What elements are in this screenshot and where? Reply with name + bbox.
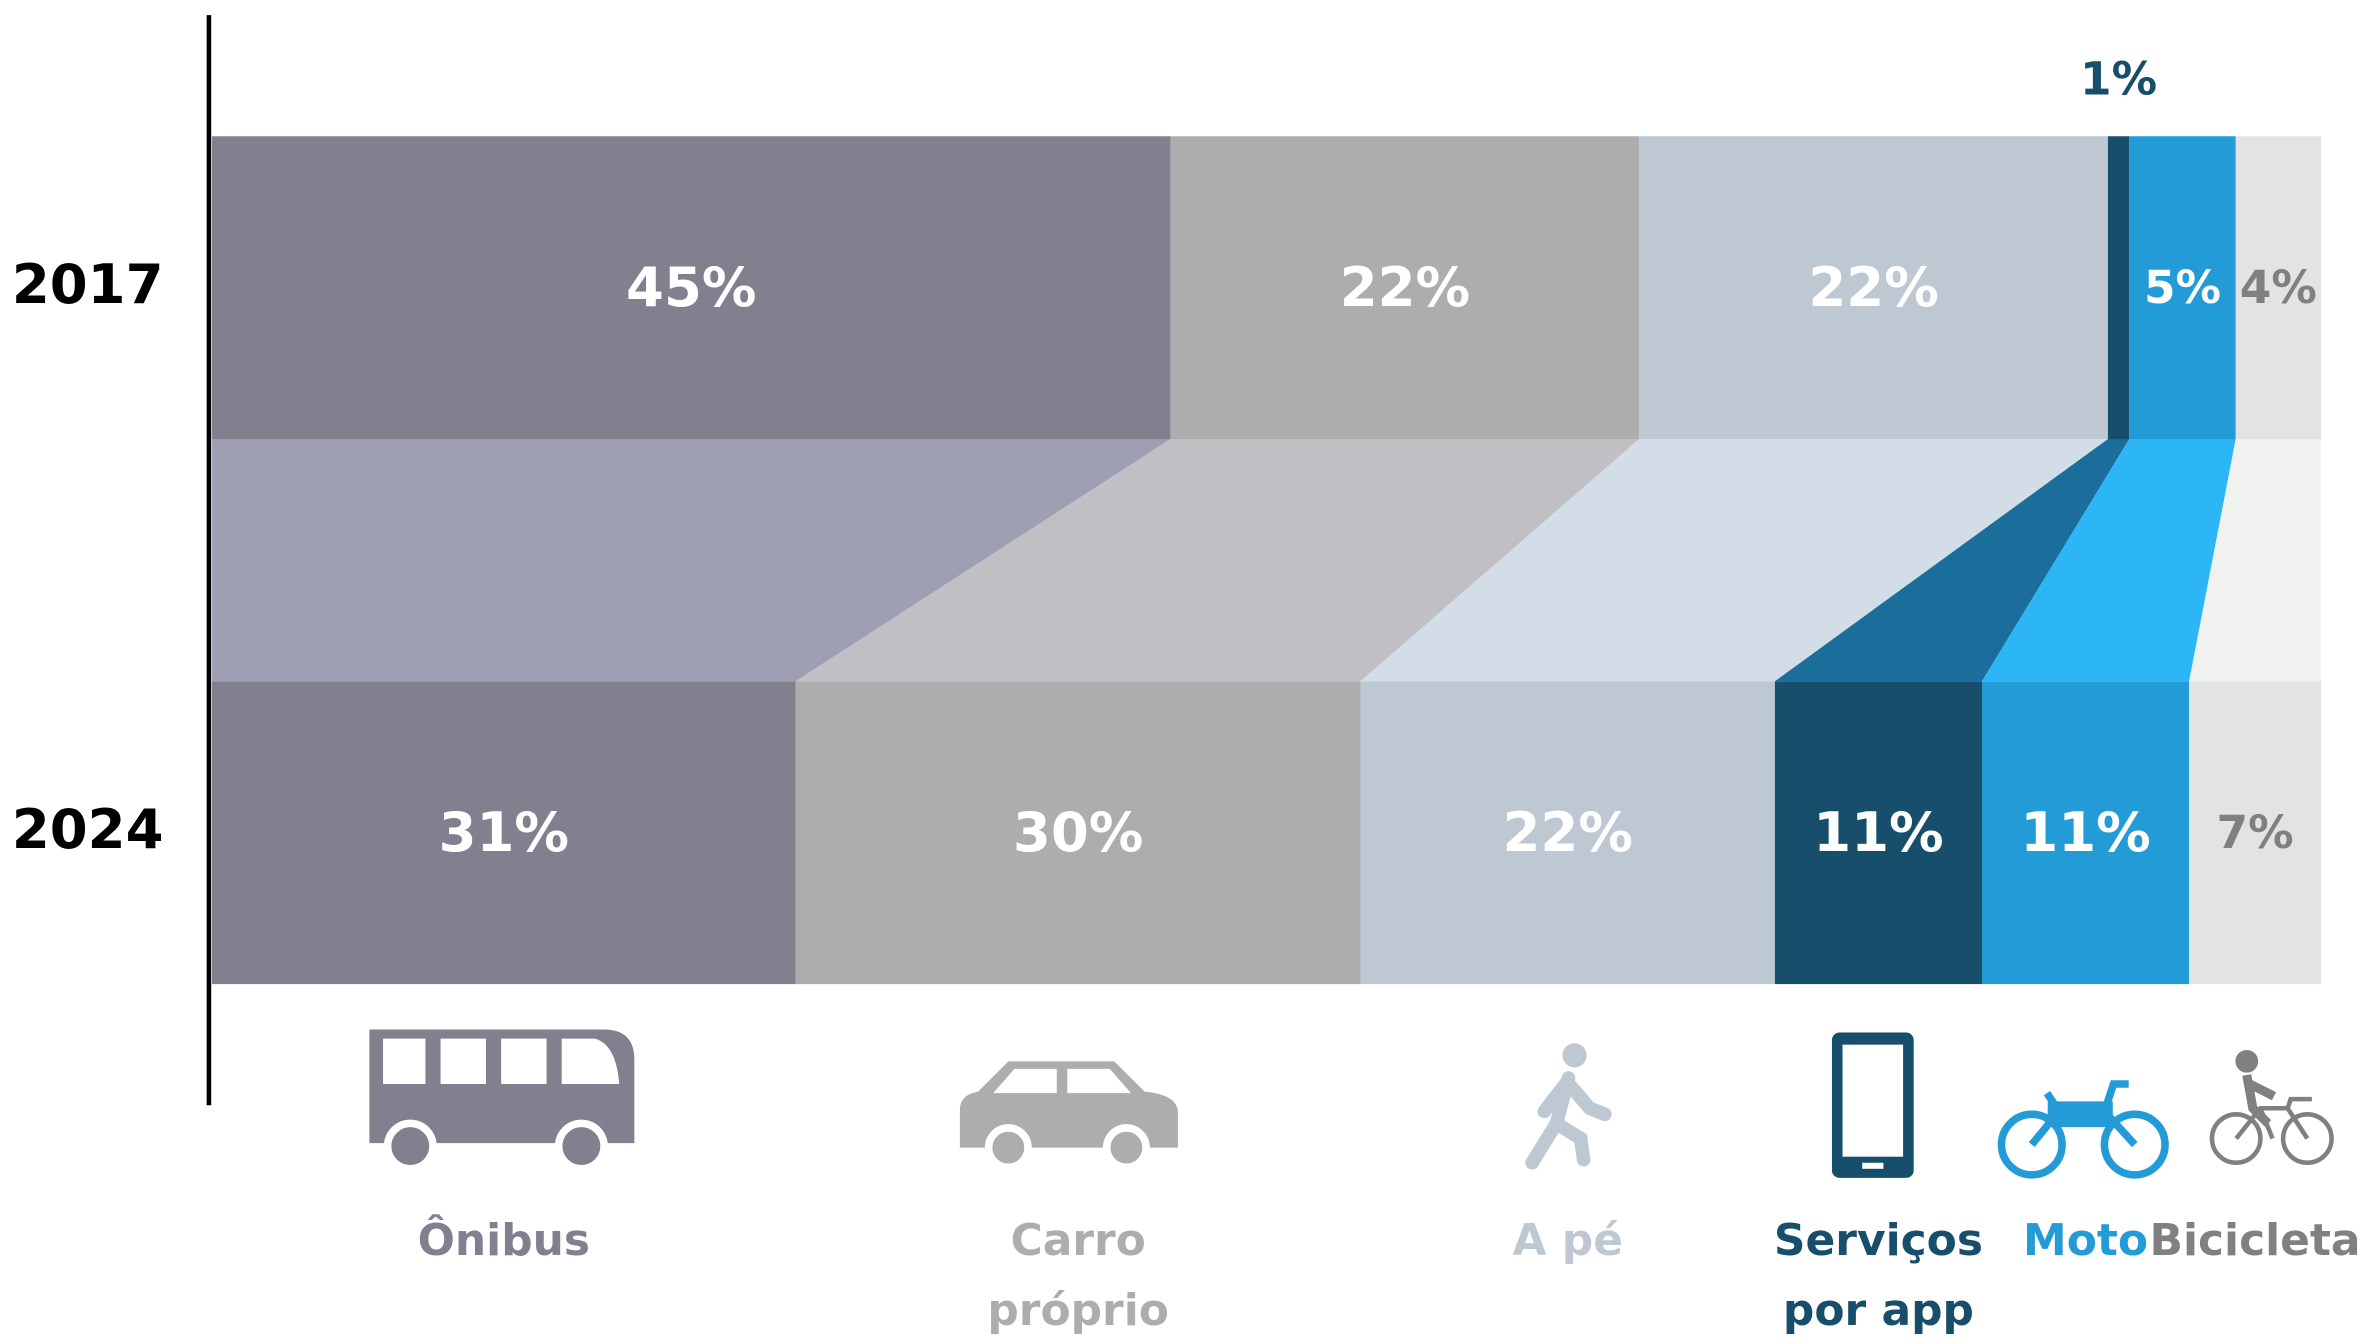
value-label: 7% xyxy=(2217,806,2294,859)
legend-label: Serviços por app xyxy=(1773,1214,1983,1336)
value-label: 22% xyxy=(1340,255,1470,319)
connector xyxy=(1774,439,2130,682)
bar-segment xyxy=(211,136,1171,440)
row-label: 2024 xyxy=(12,797,164,861)
legend-label: Bicicleta xyxy=(2149,1214,2361,1266)
walker-icon xyxy=(1525,1043,1612,1170)
value-label: 31% xyxy=(439,800,569,864)
legend-label: Ônibus xyxy=(417,1214,591,1266)
car-icon xyxy=(959,1061,1178,1172)
bar-segment xyxy=(1982,681,2190,985)
value-label: 4% xyxy=(2240,261,2317,314)
bar-segment xyxy=(211,681,796,985)
value-label: 30% xyxy=(1013,800,1143,864)
bar-segment xyxy=(2189,681,2321,985)
phone-icon xyxy=(1831,1032,1914,1178)
row-label: 2017 xyxy=(12,252,164,316)
value-label: 1% xyxy=(2080,52,2157,105)
bar-segment xyxy=(1774,681,1983,985)
value-label: 22% xyxy=(1808,255,1938,319)
bar-segment xyxy=(1360,681,1775,985)
moto-icon xyxy=(1997,1080,2169,1179)
bar-segment xyxy=(795,681,1361,985)
bar-segment xyxy=(2235,136,2321,440)
bar-segment xyxy=(2107,136,2130,440)
value-label: 11% xyxy=(1813,800,1943,864)
bicycle-icon xyxy=(2209,1049,2334,1166)
legend-label: Moto xyxy=(2023,1214,2149,1266)
connector xyxy=(1982,439,2236,682)
value-label: 45% xyxy=(626,255,756,319)
value-label: 5% xyxy=(2144,261,2221,314)
connector xyxy=(2189,439,2321,682)
legend-label: A pé xyxy=(1512,1214,1623,1266)
bar-segment xyxy=(1170,136,1640,440)
value-label: 11% xyxy=(2020,800,2150,864)
bar-segment xyxy=(2129,136,2236,440)
connector xyxy=(211,439,1171,682)
icons xyxy=(369,1029,2334,1179)
legend-label: Carro próprio xyxy=(987,1214,1169,1336)
connector xyxy=(1360,439,2108,682)
bar-segment xyxy=(1639,136,2108,440)
connector xyxy=(795,439,1640,682)
bus-icon xyxy=(369,1029,635,1173)
value-label: 22% xyxy=(1503,800,1633,864)
